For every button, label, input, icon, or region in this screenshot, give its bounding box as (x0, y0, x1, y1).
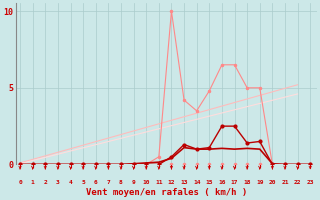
X-axis label: Vent moyen/en rafales ( km/h ): Vent moyen/en rafales ( km/h ) (86, 188, 247, 197)
